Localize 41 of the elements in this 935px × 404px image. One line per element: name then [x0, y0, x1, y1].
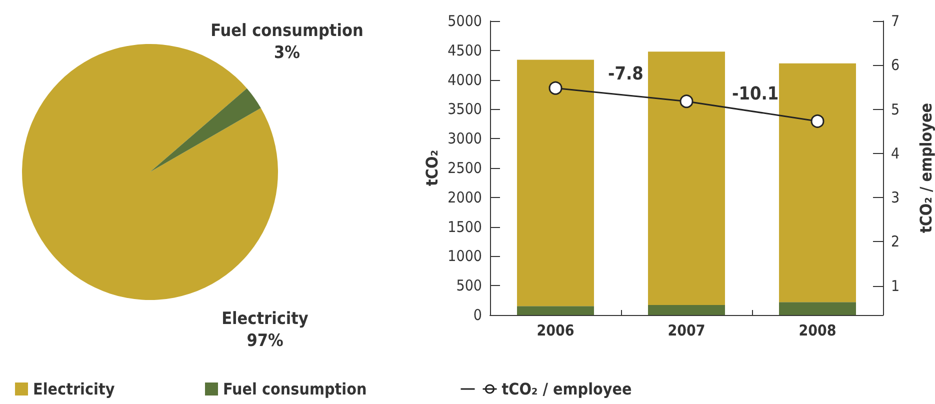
y-tick-label: 3000 [448, 130, 482, 148]
legend-label: Electricity [33, 380, 116, 398]
y-tick-label: 4000 [448, 70, 482, 89]
point [680, 94, 694, 108]
slice-label: Fuel consumption [210, 21, 364, 41]
y2-tick-label: 4 [891, 144, 900, 162]
bar [517, 306, 594, 315]
y2-tick-label: 1 [891, 276, 900, 295]
y-axis-title: tCO₂ [422, 150, 442, 186]
y-tick-label: 500 [456, 276, 482, 295]
y-tick-label: 2000 [448, 188, 482, 206]
slice-label: Electricity [222, 309, 308, 329]
y-tick-label: 4500 [448, 41, 482, 60]
y2-tick-label: 3 [891, 188, 900, 207]
y-tick-label: 1000 [448, 247, 482, 266]
bar [779, 302, 856, 315]
y2-tick-label: 6 [891, 56, 900, 74]
bar [779, 63, 856, 302]
annotation: -7.8 [608, 64, 644, 84]
y-tick-label: 1500 [448, 218, 482, 236]
x-tick-label: 2007 [668, 322, 706, 340]
bar [517, 60, 594, 306]
y-tick-label: 3500 [448, 100, 482, 118]
annotation: -10.1 [732, 84, 779, 104]
data-label: 97% [246, 331, 284, 351]
x-tick-label: 2006 [536, 322, 574, 340]
point [548, 81, 562, 95]
data-label: 3% [274, 43, 300, 63]
y-tick-label: 5000 [448, 12, 482, 30]
legend-label: Fuel consumption [223, 380, 367, 398]
bar [648, 305, 725, 315]
point [810, 114, 824, 128]
y2-tick-label: 2 [891, 232, 900, 251]
y2-axis-title: tCO₂ / employee [916, 102, 935, 234]
y-tick-label: 2500 [448, 159, 482, 177]
y-tick-label: 0 [473, 306, 482, 324]
y2-tick-label: 7 [891, 12, 900, 30]
y2-tick-label: 5 [891, 100, 900, 118]
bar [648, 52, 725, 306]
legend-label: tCO₂ / employee [502, 380, 632, 398]
x-tick-label: 2008 [798, 322, 836, 340]
